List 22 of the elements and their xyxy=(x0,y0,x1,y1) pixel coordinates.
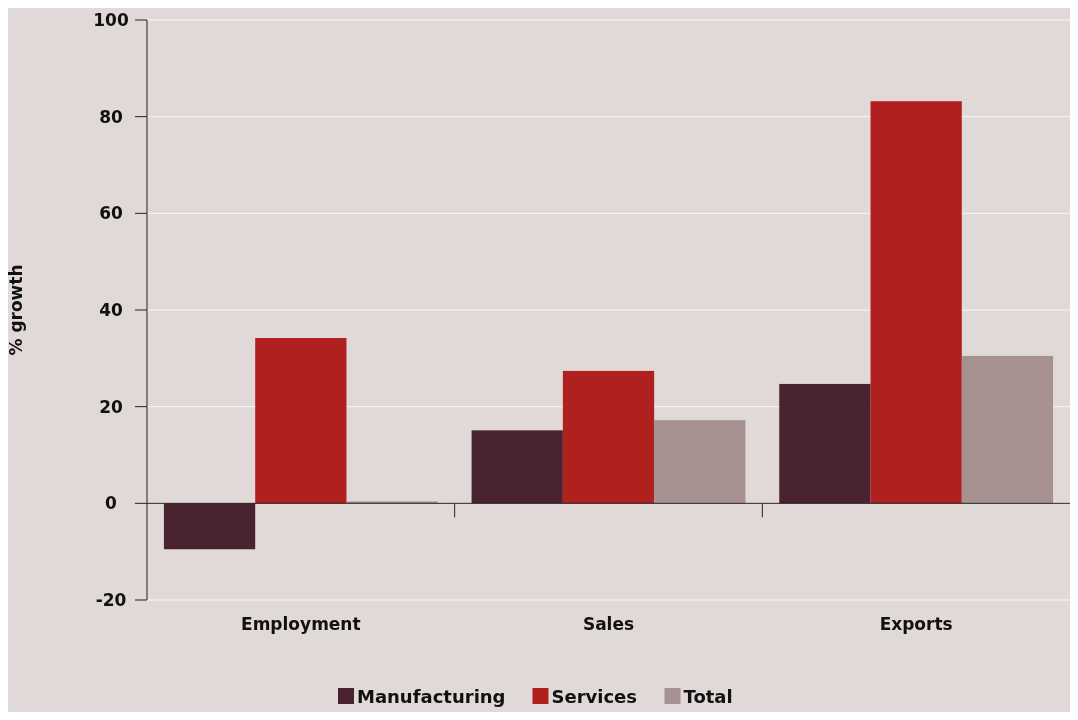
bar xyxy=(654,420,746,504)
bar xyxy=(562,370,655,504)
y-tick-label: 0 xyxy=(105,493,118,514)
y-tick-label: 20 xyxy=(99,396,123,417)
legend-label: Total xyxy=(683,686,733,707)
y-tick-label: 60 xyxy=(99,203,123,224)
legend-label: Manufacturing xyxy=(357,686,506,707)
legend-label: Services xyxy=(551,686,638,707)
y-axis-title: % growth xyxy=(6,264,26,356)
y-tick-label: -20 xyxy=(95,589,127,610)
bar xyxy=(870,101,962,504)
bar xyxy=(163,503,256,550)
y-tick-label: 100 xyxy=(93,9,129,30)
x-tick-label: Exports xyxy=(879,614,953,634)
y-tick-label: 40 xyxy=(99,299,123,320)
x-tick-label: Employment xyxy=(241,614,361,634)
bar xyxy=(961,355,1054,504)
bar xyxy=(255,338,347,504)
x-tick-label: Sales xyxy=(582,614,635,634)
y-tick-label: 80 xyxy=(99,106,123,127)
bar xyxy=(471,430,563,504)
bar xyxy=(779,383,871,504)
